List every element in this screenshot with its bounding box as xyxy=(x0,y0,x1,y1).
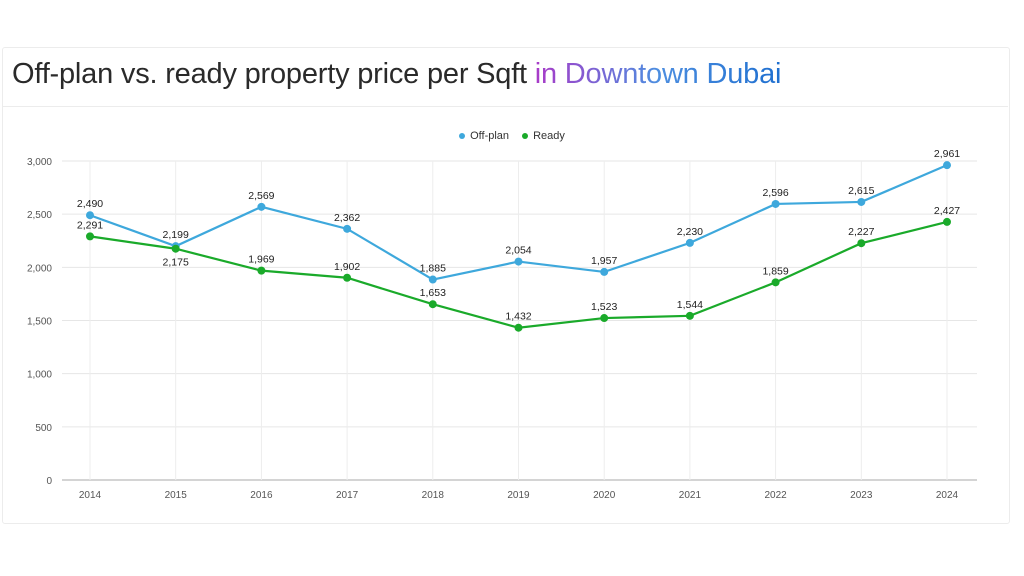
data-label: 2,199 xyxy=(163,229,189,241)
divider xyxy=(3,106,1008,107)
data-point xyxy=(771,278,780,287)
data-point xyxy=(428,300,437,309)
data-point xyxy=(514,323,523,332)
data-label: 1,957 xyxy=(591,255,617,267)
y-tick-label: 500 xyxy=(35,423,52,434)
data-label: 1,544 xyxy=(677,299,703,311)
data-label: 1,432 xyxy=(505,311,531,323)
data-point xyxy=(343,224,352,233)
y-tick-label: 3,000 xyxy=(27,157,52,168)
data-point xyxy=(685,238,694,247)
x-tick-label: 2024 xyxy=(936,490,959,501)
data-label: 2,615 xyxy=(848,185,874,197)
data-point xyxy=(771,199,780,208)
data-point xyxy=(943,217,951,226)
data-point xyxy=(171,244,180,253)
data-label: 2,175 xyxy=(163,257,189,269)
data-label: 2,227 xyxy=(848,226,874,238)
data-point xyxy=(857,197,866,206)
title-highlight: in Downtown Dubai xyxy=(534,58,782,90)
data-point xyxy=(343,273,352,282)
data-label: 1,653 xyxy=(420,287,446,299)
legend: Off-plan Ready xyxy=(0,130,1024,142)
y-tick-label: 1,000 xyxy=(27,370,52,381)
data-point xyxy=(514,257,523,266)
data-label: 1,885 xyxy=(420,263,446,275)
y-tick-label: 1,500 xyxy=(27,317,52,328)
x-tick-label: 2016 xyxy=(250,490,273,501)
data-label: 2,569 xyxy=(248,190,274,202)
data-label: 2,291 xyxy=(77,219,103,231)
legend-item-offplan[interactable]: Off-plan xyxy=(459,130,509,142)
x-tick-label: 2023 xyxy=(850,490,873,501)
x-tick-label: 2018 xyxy=(422,490,445,501)
title-main: Off-plan vs. ready property price per Sq… xyxy=(12,58,527,90)
y-tick-label: 2,000 xyxy=(27,263,52,274)
legend-item-ready[interactable]: Ready xyxy=(522,130,565,142)
data-point xyxy=(600,314,609,323)
legend-label: Off-plan xyxy=(470,130,510,142)
y-tick-label: 0 xyxy=(46,476,52,487)
data-label: 2,054 xyxy=(505,245,531,257)
data-point xyxy=(943,161,951,170)
data-label: 2,596 xyxy=(762,187,788,199)
data-label: 2,427 xyxy=(934,205,960,217)
data-point xyxy=(86,211,94,220)
legend-marker xyxy=(459,133,466,140)
data-point xyxy=(600,267,609,276)
x-tick-label: 2015 xyxy=(165,490,188,501)
y-tick-label: 2,500 xyxy=(27,210,52,221)
x-tick-label: 2019 xyxy=(507,490,530,501)
chart-card xyxy=(2,47,1010,524)
data-label: 1,902 xyxy=(334,261,360,273)
page-title: Off-plan vs. ready property price per Sq… xyxy=(12,58,781,91)
data-label: 2,230 xyxy=(677,226,703,238)
x-tick-label: 2021 xyxy=(679,490,702,501)
data-point xyxy=(257,202,266,211)
x-tick-label: 2014 xyxy=(79,490,102,501)
data-label: 1,859 xyxy=(762,265,788,277)
x-tick-label: 2022 xyxy=(764,490,787,501)
data-label: 1,523 xyxy=(591,301,617,313)
x-tick-label: 2017 xyxy=(336,490,359,501)
legend-label: Ready xyxy=(533,130,565,142)
legend-marker xyxy=(522,133,529,140)
x-tick-label: 2020 xyxy=(593,490,616,501)
data-label: 2,961 xyxy=(934,148,960,160)
data-point xyxy=(257,266,266,275)
data-point xyxy=(86,232,94,241)
data-point xyxy=(428,275,437,284)
data-label: 2,490 xyxy=(77,198,103,210)
data-label: 1,969 xyxy=(248,254,274,266)
data-label: 2,362 xyxy=(334,212,360,224)
data-point xyxy=(857,239,866,248)
data-point xyxy=(685,311,694,320)
